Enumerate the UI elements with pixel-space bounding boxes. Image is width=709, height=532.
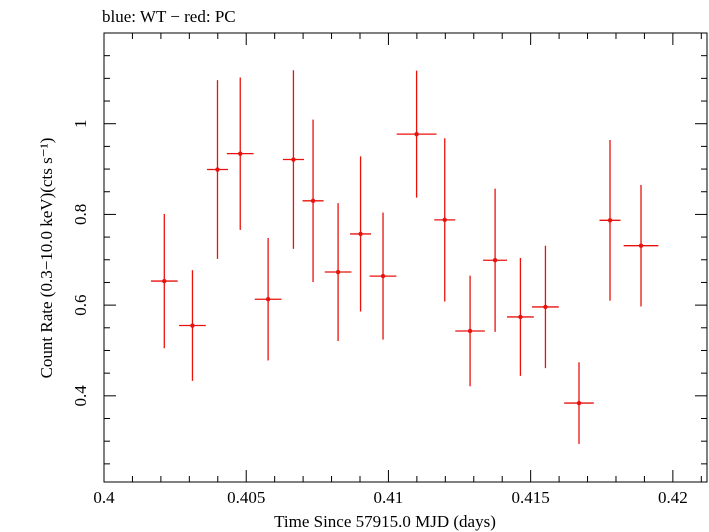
data-marker	[291, 157, 296, 162]
x-tick-label: 0.415	[512, 488, 550, 507]
data-point	[396, 70, 437, 198]
data-point	[282, 70, 304, 249]
y-tick-label: 1	[71, 119, 90, 128]
data-point	[369, 212, 397, 340]
data-point	[564, 362, 594, 444]
x-tick-label: 0.405	[227, 488, 265, 507]
data-point	[623, 184, 659, 307]
data-point	[434, 138, 456, 302]
x-tick-label: 0.42	[658, 488, 688, 507]
data-point	[324, 203, 352, 341]
data-marker	[238, 151, 243, 156]
y-tick-label: 0.4	[71, 385, 90, 407]
data-point	[206, 80, 229, 259]
x-tick-label: 0.41	[374, 488, 404, 507]
data-marker	[492, 258, 498, 263]
data-marker	[265, 297, 271, 302]
data-point	[350, 156, 372, 312]
data-point	[599, 140, 621, 301]
data-marker	[162, 278, 167, 284]
data-point	[150, 213, 178, 349]
plot-frame	[103, 32, 708, 483]
data-point	[226, 77, 254, 230]
data-point	[254, 237, 282, 361]
x-axis-label: Time Since 57915.0 MJD (days)	[274, 512, 496, 531]
data-marker	[518, 314, 523, 320]
data-point	[483, 188, 508, 332]
data-marker	[335, 269, 341, 275]
data-point	[455, 275, 485, 387]
chart-title: blue: WT − red: PC	[102, 7, 236, 26]
data-marker	[310, 198, 316, 204]
data-point	[507, 257, 534, 376]
data-marker	[215, 167, 220, 172]
data-point	[532, 245, 559, 369]
y-axis-label: Count Rate (0.3−10.0 keV)(cts s⁻¹)	[37, 138, 56, 379]
data-marker	[543, 304, 548, 310]
x-tick-label: 0.4	[93, 488, 115, 507]
x-axis: 0.4 0.405 0.41 0.415 0.42	[93, 33, 702, 507]
data-marker	[467, 328, 473, 334]
data-point	[302, 119, 324, 282]
data-marker	[414, 131, 419, 137]
data-marker	[358, 231, 363, 237]
data-points	[150, 70, 659, 444]
data-marker	[576, 400, 582, 406]
y-tick-label: 0.8	[71, 204, 90, 225]
y-tick-label: 0.6	[71, 294, 90, 315]
y-axis: 0.4 0.6 0.8 1	[71, 32, 707, 465]
data-marker	[607, 218, 613, 223]
data-marker	[442, 217, 447, 223]
data-marker	[638, 243, 644, 248]
data-point	[179, 270, 206, 381]
data-marker	[380, 273, 386, 279]
data-marker	[190, 323, 195, 328]
